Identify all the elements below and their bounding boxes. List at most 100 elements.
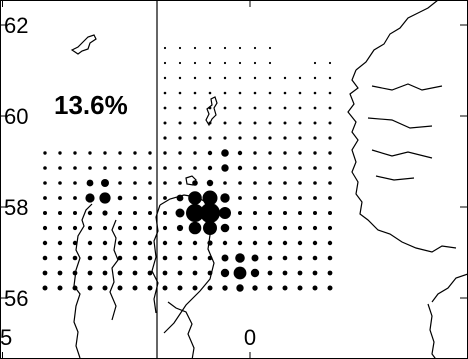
density-dot [193,61,197,65]
density-dot [328,61,332,65]
density-dot [282,285,288,291]
density-dot [193,151,197,155]
density-dot [57,270,63,276]
density-dot [178,91,182,95]
density-dot [202,190,218,206]
density-dot [207,270,213,276]
density-dot [238,91,242,95]
density-dot [102,270,108,276]
density-dot [43,151,47,155]
density-dot [313,166,317,170]
density-dot [200,203,220,223]
density-dot [283,106,287,110]
density-dot [72,240,78,246]
density-dot [328,136,332,140]
density-dot [163,46,167,50]
density-dot [222,285,228,291]
density-dot [283,196,287,200]
density-dot [72,270,78,276]
density-dot [207,285,213,291]
density-dot [253,121,257,125]
density-dot [43,196,47,200]
density-dot [297,240,303,246]
density-dot [253,76,257,80]
density-dot [192,255,198,261]
density-dot [282,240,288,246]
density-dot [253,181,257,185]
density-dot [267,240,273,246]
density-dot [162,285,168,291]
density-dot [147,255,153,261]
density-dot [117,285,123,291]
lat-tick-label: 58 [4,195,28,220]
coastlines [70,0,468,359]
density-dot [298,136,302,140]
density-dot [178,46,182,50]
density-dot [313,76,317,80]
density-dot [42,255,48,261]
density-dot [147,225,153,231]
density-dot [206,179,214,187]
density-dot [313,136,317,140]
density-dot [237,225,243,231]
lat-tick-label: 60 [4,104,28,129]
density-dot [73,151,77,155]
density-dot [297,225,303,231]
density-dot [268,136,272,140]
density-dot [42,240,48,246]
density-dot [253,166,257,170]
density-dot [87,285,93,291]
density-dot [223,76,227,80]
density-dot [268,121,272,125]
density-dot [223,136,227,140]
density-dot [283,211,287,215]
coastline-norway-fjord-2 [367,117,433,129]
density-dot [178,151,182,155]
density-dot [163,166,167,170]
density-dot [207,240,213,246]
density-dot [237,150,243,156]
density-dot [282,270,288,276]
density-dot [252,240,258,246]
density-dot [268,151,272,155]
density-dot [267,285,273,291]
density-dot [268,76,272,80]
coastline-denmark [427,273,468,359]
density-dot [327,225,333,231]
density-dot [102,225,108,231]
density-dot [117,195,123,201]
density-dot [177,255,183,261]
density-dot [282,255,288,261]
density-dot [85,193,95,203]
density-dot [313,121,317,125]
density-dot [193,136,197,140]
density-dot [268,91,272,95]
density-dot [132,255,138,261]
density-dot [163,136,167,140]
density-dot [327,285,333,291]
density-dot [312,285,318,291]
density-dot [163,106,167,110]
density-dot [251,254,259,262]
density-dot [148,211,152,215]
density-dot [147,270,153,276]
density-dot [238,61,242,65]
density-dot [328,166,332,170]
density-dot [313,61,317,65]
density-dot [223,46,227,50]
coastline-norway-fjord-1 [371,83,443,91]
density-dot [253,211,257,215]
density-dot [192,285,198,291]
density-dot [328,106,332,110]
density-dot [253,136,257,140]
density-dot [72,225,78,231]
density-dot [162,270,168,276]
coastline-norway [347,0,457,253]
density-dot [328,151,332,155]
density-dot [148,151,152,155]
density-dot [208,46,212,50]
density-dot [267,255,273,261]
density-dot [238,106,242,110]
density-dot [219,207,231,219]
density-dot [163,181,167,185]
